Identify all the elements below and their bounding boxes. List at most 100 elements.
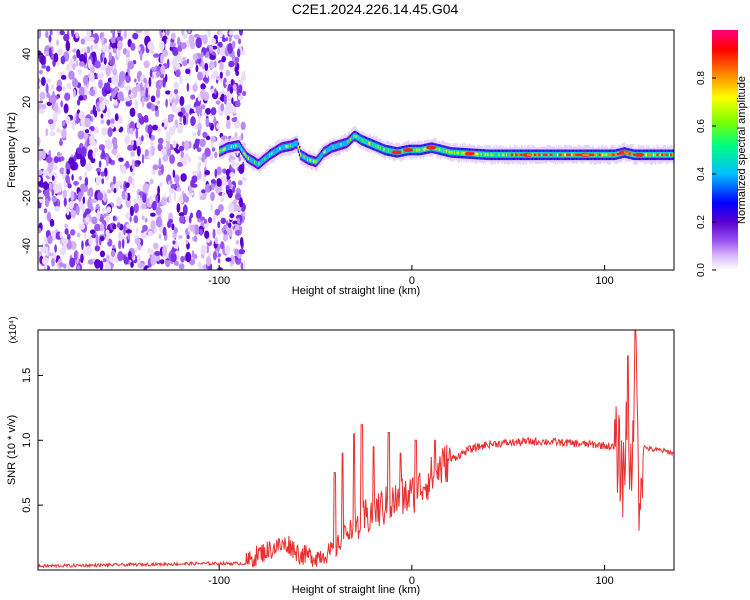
heatmap-cell <box>153 53 160 58</box>
heatmap-cell <box>373 142 375 148</box>
heatmap-cell <box>38 150 43 161</box>
heatmap-cell <box>162 35 168 41</box>
heatmap-cell <box>63 33 70 42</box>
spectrogram-y-ticks: -40 -20 0 20 40 <box>21 48 43 254</box>
heatmap-cell <box>165 98 169 108</box>
heatmap-cell <box>87 36 95 42</box>
heatmap-cell <box>436 146 439 152</box>
heatmap-cell <box>593 153 597 156</box>
heatmap-cell <box>486 153 488 157</box>
heatmap-cell <box>113 99 118 106</box>
heatmap-cell <box>233 106 237 115</box>
heatmap-cell <box>214 168 218 178</box>
heatmap-cell <box>101 44 108 53</box>
heatmap-cell <box>85 129 89 134</box>
heatmap-cell <box>240 144 242 151</box>
heatmap-cell <box>519 153 523 156</box>
heatmap-cell <box>147 247 151 254</box>
heatmap-cell <box>422 147 425 151</box>
heatmap-cell <box>342 141 345 147</box>
heatmap-cell <box>196 147 202 153</box>
heatmap-cell <box>87 59 93 69</box>
heatmap-cell <box>151 145 155 157</box>
colorbar-tick-label: 0.6 <box>696 119 707 133</box>
heatmap-cell <box>215 100 221 105</box>
heatmap-cell <box>89 89 96 96</box>
heatmap-cell <box>259 159 262 166</box>
heatmap-cell <box>242 90 247 97</box>
heatmap-cell <box>199 195 206 201</box>
heatmap-cell <box>252 158 255 165</box>
heatmap-cell <box>142 224 148 232</box>
heatmap-cell <box>81 146 87 158</box>
heatmap-cell <box>603 153 605 157</box>
heatmap-cell <box>102 258 107 263</box>
heatmap-cell <box>584 153 587 156</box>
heatmap-cell <box>180 151 185 159</box>
heatmap-cell <box>179 215 185 224</box>
heatmap-cell <box>176 123 184 134</box>
heatmap-cell <box>286 145 288 148</box>
heatmap-cell <box>200 52 204 58</box>
heatmap-cell <box>445 149 448 153</box>
heatmap-cell <box>563 153 566 157</box>
heatmap-cell <box>542 153 546 156</box>
heatmap-cell <box>216 178 222 187</box>
heatmap-cell <box>135 128 139 139</box>
heatmap-cell <box>148 77 152 87</box>
heatmap-cell <box>418 148 420 152</box>
heatmap-cell <box>360 136 362 143</box>
heatmap-cell <box>235 70 240 76</box>
y-tick-label: 40 <box>21 48 33 60</box>
heatmap-cell <box>61 237 69 245</box>
snr-y-label: SNR (10 * v/v) <box>6 415 18 485</box>
heatmap-cell <box>93 33 99 44</box>
heatmap-cell <box>219 45 226 56</box>
heatmap-cell <box>116 180 123 186</box>
heatmap-cell <box>213 60 217 68</box>
heatmap-cell <box>85 208 91 215</box>
heatmap-cell <box>549 153 553 156</box>
heatmap-cell <box>604 153 606 157</box>
heatmap-cell <box>191 175 197 184</box>
heatmap-cell <box>231 50 235 61</box>
snr-y-ticks: 0.5 1.0 1.5 <box>21 368 43 513</box>
heatmap-cell <box>177 111 184 117</box>
heatmap-cell <box>317 156 319 163</box>
heatmap-cell <box>73 89 77 98</box>
heatmap-cell <box>99 73 104 79</box>
heatmap-cell <box>219 196 224 202</box>
heatmap-cell <box>320 152 323 159</box>
heatmap-cell <box>73 180 79 186</box>
heatmap-cell <box>45 246 49 257</box>
heatmap-cell <box>294 141 296 147</box>
heatmap-cell <box>72 63 76 71</box>
heatmap-cell <box>220 149 222 153</box>
heatmap-cell <box>153 242 159 250</box>
heatmap-cell <box>38 251 42 257</box>
heatmap-cell <box>206 256 212 267</box>
heatmap-cell <box>156 88 161 99</box>
heatmap-cell <box>44 198 50 208</box>
heatmap-cell <box>87 197 92 209</box>
heatmap-cell <box>68 200 75 210</box>
heatmap-cell <box>225 37 229 42</box>
heatmap-cell <box>100 119 105 125</box>
heatmap-cell <box>113 143 118 150</box>
heatmap-cell <box>67 183 72 189</box>
heatmap-cell <box>38 189 42 194</box>
heatmap-cell <box>381 145 383 152</box>
heatmap-cell <box>172 169 176 178</box>
heatmap-cell <box>110 35 117 44</box>
heatmap-cell <box>493 153 495 157</box>
heatmap-cell <box>231 143 234 150</box>
heatmap-cell <box>116 49 121 58</box>
heatmap-cell <box>140 203 147 209</box>
heatmap-cell <box>216 228 223 236</box>
heatmap-cell <box>121 238 125 249</box>
heatmap-cell <box>134 237 141 245</box>
heatmap-cell <box>137 45 141 52</box>
heatmap-cell <box>78 223 86 230</box>
heatmap-cell <box>385 147 388 154</box>
heatmap-cell <box>127 233 131 240</box>
